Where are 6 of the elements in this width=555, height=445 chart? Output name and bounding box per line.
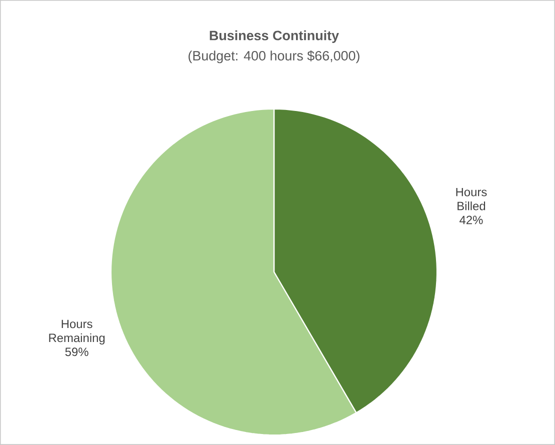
chart-subtitle: (Budget: 400 hours $66,000): [188, 50, 360, 64]
slice-label: Hours Billed: [456, 188, 487, 210]
chart-title: Business Continuity: [210, 30, 339, 43]
slice-label: Hours Remaining: [49, 320, 105, 345]
data-label: 42%: [460, 216, 483, 224]
data-label: 59%: [65, 348, 88, 356]
